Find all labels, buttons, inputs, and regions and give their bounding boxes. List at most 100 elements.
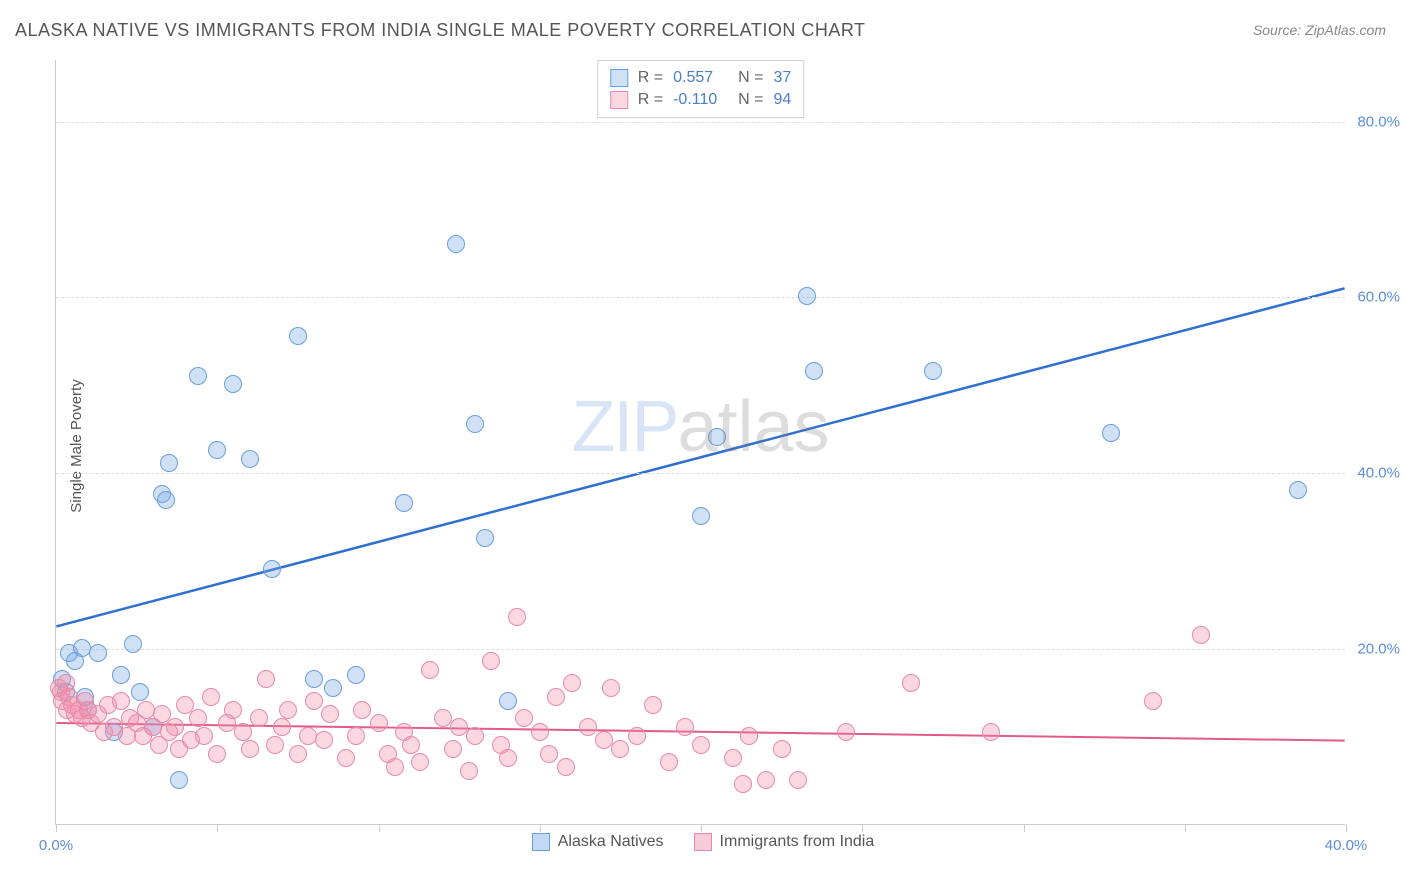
y-tick-label: 40.0%: [1350, 465, 1400, 482]
data-point: [289, 327, 307, 345]
data-point: [734, 775, 752, 793]
data-point: [789, 771, 807, 789]
data-point: [466, 415, 484, 433]
data-point: [402, 736, 420, 754]
data-point: [628, 727, 646, 745]
x-tick-minor: [217, 824, 218, 832]
data-point: [466, 727, 484, 745]
stats-legend-row: R = -0.110 N = 94: [610, 89, 791, 111]
data-point: [208, 441, 226, 459]
data-point: [273, 718, 291, 736]
legend-swatch: [532, 833, 550, 851]
data-point: [1192, 626, 1210, 644]
data-point: [315, 731, 333, 749]
data-point: [370, 714, 388, 732]
data-point: [660, 753, 678, 771]
legend-label: Alaska Natives: [558, 833, 664, 851]
data-point: [224, 375, 242, 393]
legend-item: Alaska Natives: [532, 833, 664, 851]
x-tick: [1346, 824, 1347, 832]
data-point: [241, 450, 259, 468]
data-point: [1102, 424, 1120, 442]
data-point: [189, 709, 207, 727]
r-label: R =: [638, 69, 663, 87]
data-point: [411, 753, 429, 771]
data-point: [395, 494, 413, 512]
data-point: [1289, 481, 1307, 499]
legend-label: Immigrants from India: [720, 833, 875, 851]
n-label: N =: [738, 91, 763, 109]
data-point: [982, 723, 1000, 741]
data-point: [241, 740, 259, 758]
x-tick-minor: [862, 824, 863, 832]
data-point: [347, 666, 365, 684]
data-point: [563, 674, 581, 692]
data-point: [266, 736, 284, 754]
data-point: [124, 635, 142, 653]
source-attribution: Source: ZipAtlas.com: [1253, 22, 1386, 38]
x-tick-minor: [1024, 824, 1025, 832]
data-point: [195, 727, 213, 745]
data-point: [353, 701, 371, 719]
data-point: [347, 727, 365, 745]
x-tick-minor: [540, 824, 541, 832]
gridline-h: [56, 297, 1345, 298]
data-point: [757, 771, 775, 789]
data-point: [189, 367, 207, 385]
data-point: [740, 727, 758, 745]
r-value: -0.110: [673, 91, 728, 109]
data-point: [611, 740, 629, 758]
n-value: 94: [773, 91, 791, 109]
data-point: [499, 692, 517, 710]
y-tick-label: 80.0%: [1350, 113, 1400, 130]
r-label: R =: [638, 91, 663, 109]
n-value: 37: [773, 69, 791, 87]
watermark: ZIPatlas: [571, 386, 829, 468]
watermark-part1: ZIP: [571, 387, 677, 467]
data-point: [805, 362, 823, 380]
legend-item: Immigrants from India: [694, 833, 875, 851]
gridline-h: [56, 122, 1345, 123]
data-point: [644, 696, 662, 714]
data-point: [170, 771, 188, 789]
chart-container: ALASKA NATIVE VS IMMIGRANTS FROM INDIA S…: [0, 0, 1406, 892]
x-tick: [701, 824, 702, 832]
n-label: N =: [738, 69, 763, 87]
y-tick-label: 60.0%: [1350, 289, 1400, 306]
data-point: [902, 674, 920, 692]
data-point: [73, 639, 91, 657]
data-point: [724, 749, 742, 767]
data-point: [224, 701, 242, 719]
data-point: [321, 705, 339, 723]
r-value: 0.557: [673, 69, 728, 87]
data-point: [482, 652, 500, 670]
y-tick-label: 20.0%: [1350, 641, 1400, 658]
data-point: [547, 688, 565, 706]
data-point: [447, 235, 465, 253]
data-point: [202, 688, 220, 706]
data-point: [444, 740, 462, 758]
x-tick: [56, 824, 57, 832]
legend-swatch: [694, 833, 712, 851]
data-point: [166, 718, 184, 736]
data-point: [708, 428, 726, 446]
data-point: [1144, 692, 1162, 710]
data-point: [263, 560, 281, 578]
data-point: [540, 745, 558, 763]
stats-legend-row: R = 0.557 N = 37: [610, 67, 791, 89]
x-tick-minor: [1185, 824, 1186, 832]
data-point: [324, 679, 342, 697]
data-point: [692, 507, 710, 525]
data-point: [924, 362, 942, 380]
data-point: [837, 723, 855, 741]
data-point: [676, 718, 694, 736]
chart-title: ALASKA NATIVE VS IMMIGRANTS FROM INDIA S…: [15, 20, 866, 41]
data-point: [257, 670, 275, 688]
data-point: [234, 723, 252, 741]
data-point: [299, 727, 317, 745]
data-point: [112, 666, 130, 684]
data-point: [692, 736, 710, 754]
data-point: [279, 701, 297, 719]
gridline-h: [56, 473, 1345, 474]
data-point: [531, 723, 549, 741]
